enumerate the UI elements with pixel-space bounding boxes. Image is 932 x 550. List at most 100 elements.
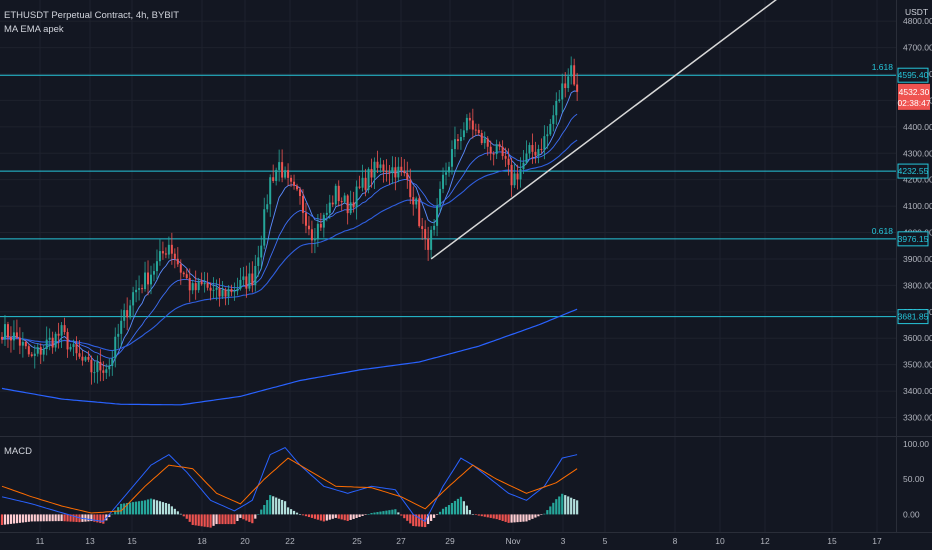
candle-body (248, 273, 251, 289)
macd-bar (257, 514, 260, 515)
macd-bar (21, 514, 24, 523)
macd-bar (111, 513, 114, 515)
candle-body (492, 153, 495, 155)
candle-body (75, 344, 78, 354)
candle-body (257, 257, 260, 266)
candle-body (376, 161, 379, 168)
candle-body (176, 258, 179, 265)
trendline-layer[interactable] (430, 0, 783, 260)
candle-body (141, 288, 144, 290)
macd-bar (236, 514, 239, 522)
macd-bar (36, 514, 39, 522)
candle-body (442, 174, 445, 189)
candle-body (468, 117, 471, 121)
macd-bar (209, 514, 212, 528)
candle-body (221, 289, 224, 297)
macd-axis-tick: 100.00 (903, 439, 929, 449)
macd-bar (218, 514, 221, 525)
candle-body (45, 339, 48, 350)
macd-bar (394, 509, 397, 515)
macd-bar (415, 514, 418, 527)
macd-bar (403, 514, 406, 519)
candle-body (391, 167, 394, 174)
price-axis-tick: 3300.00 (903, 413, 932, 423)
candlesticks (1, 56, 579, 385)
macd-legend[interactable]: MACD (4, 446, 32, 457)
candle-body (245, 276, 248, 289)
candle-body (564, 83, 567, 89)
candle-body (552, 115, 555, 124)
macd-bar (286, 507, 290, 515)
candle-body (254, 265, 257, 286)
level-price-tag (897, 309, 929, 325)
candle-body (445, 172, 448, 175)
candle-body (6, 324, 9, 338)
candle-body (227, 289, 230, 297)
macd-bar (18, 514, 21, 523)
price-axis-tick: 3600.00 (903, 333, 932, 343)
candle-body (403, 170, 406, 174)
candle-body (573, 65, 576, 85)
candle-body (334, 185, 337, 205)
macd-bar (42, 514, 45, 522)
macd-bar (343, 514, 346, 521)
macd-bar (295, 512, 299, 515)
macd-bar (120, 503, 123, 515)
macd-bar (289, 509, 293, 515)
candle-body (415, 198, 418, 205)
currency-label[interactable]: USDT (905, 7, 929, 17)
candle-body (504, 156, 507, 159)
candle-body (313, 238, 316, 241)
macd-bar (146, 499, 150, 515)
symbol-title[interactable]: ETHUSDT Perpetual Contract, 4h, BYBIT (4, 10, 180, 21)
macd-bar (99, 514, 102, 524)
candle-body (284, 170, 287, 178)
macd-axis-tick: 50.00 (903, 474, 925, 484)
candle-body (406, 173, 409, 180)
candle-body (316, 223, 319, 239)
candle-body (150, 274, 152, 285)
indicator-legend[interactable]: MA EMA apek (4, 24, 64, 35)
macd-bar (340, 514, 343, 520)
candle-body (117, 333, 120, 337)
macd-bar (418, 514, 421, 527)
candle-body (135, 289, 138, 293)
signal-line (1, 457, 578, 514)
price-axis-tick: 4100.00 (903, 201, 932, 211)
candle-body (161, 251, 164, 254)
macd-bar (373, 512, 376, 515)
macd-bar (528, 514, 531, 521)
candle-body (36, 347, 39, 354)
macd-bar (367, 513, 370, 515)
candle-body (364, 177, 367, 190)
candle-body (57, 333, 60, 336)
candle-body (90, 359, 93, 373)
macd-bar (30, 514, 33, 522)
price-labels: 4595.40 1.618 4232.55 3976.15 0.618 3681.85 45… (872, 62, 931, 325)
macd-bar (540, 514, 543, 516)
time-axis[interactable]: 11 13 15 18 20 22 25 27 29 Nov 3 5 8 10 12 15 17 (36, 536, 882, 546)
macd-bar (155, 500, 159, 515)
macd-bar (0, 514, 4, 525)
candle-body (370, 168, 373, 178)
candle-body (510, 164, 513, 186)
macd-bar (355, 514, 358, 518)
candle-body (358, 186, 361, 188)
macd-bar (433, 514, 436, 518)
macd-bar (510, 514, 513, 523)
candle-body (9, 337, 12, 341)
macd-bar (3, 514, 7, 525)
candle-body (263, 209, 266, 246)
macd-bar (331, 514, 334, 519)
macd-bar (534, 514, 537, 518)
macd-bar (552, 502, 555, 515)
macd-bar (567, 496, 570, 515)
candle-body (531, 145, 534, 152)
macd-bar (364, 514, 367, 516)
macd-bar (54, 514, 57, 522)
candle-body (269, 177, 272, 205)
macd-bar (570, 497, 573, 515)
candle-body (498, 144, 501, 147)
macd-bar (450, 502, 454, 515)
